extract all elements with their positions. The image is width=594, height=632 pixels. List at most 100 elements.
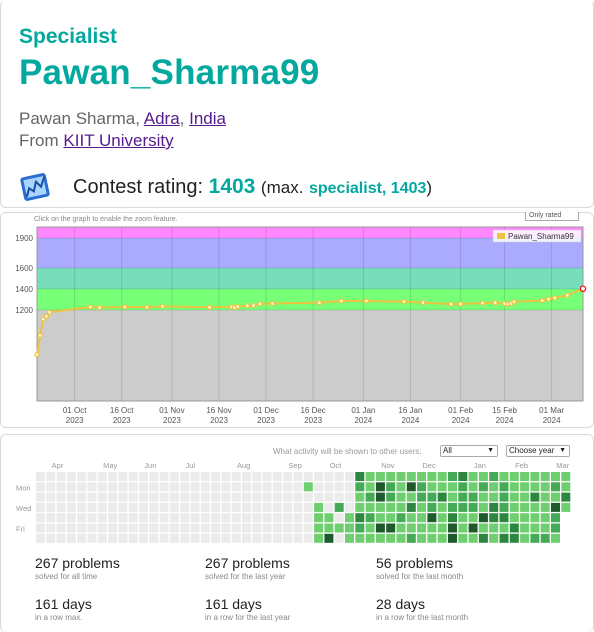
activity-day-cell — [46, 492, 56, 502]
activity-day-cell — [108, 472, 118, 481]
city-link[interactable]: Adra — [143, 109, 180, 128]
activity-day-cell — [448, 502, 457, 512]
max-prefix: (max. — [260, 178, 304, 197]
activity-day-cell — [345, 502, 354, 512]
legend-swatch — [497, 233, 505, 239]
activity-day-cell — [303, 533, 313, 543]
x-tick-label: 16 Dec — [300, 406, 325, 415]
activity-day-cell — [262, 492, 272, 502]
organization-link[interactable]: KIIT University — [63, 131, 174, 150]
activity-day-cell — [520, 502, 530, 512]
activity-day-cell — [437, 492, 447, 502]
activity-day-cell — [242, 523, 251, 533]
activity-day-cell — [283, 523, 293, 533]
max-suffix: ) — [426, 178, 433, 197]
activity-day-cell — [77, 472, 87, 481]
activity-day-cell — [561, 523, 571, 533]
activity-day-cell — [406, 472, 416, 481]
activity-day-cell — [77, 513, 87, 523]
stat-value: 161 days — [205, 596, 262, 612]
activity-day-cell — [242, 533, 251, 543]
activity-day-cell — [520, 492, 530, 502]
y-tick-label: 1600 — [15, 264, 33, 273]
activity-day-cell — [252, 533, 262, 543]
activity-day-cell — [108, 502, 118, 512]
activity-day-cell — [190, 502, 200, 512]
activity-day-cell — [406, 482, 416, 492]
activity-day-cell — [118, 492, 128, 502]
activity-day-cell — [334, 472, 344, 481]
activity-day-cell — [448, 472, 457, 481]
data-point — [34, 351, 40, 358]
data-point — [579, 285, 587, 292]
activity-card: What activity will be shown to other use… — [0, 434, 594, 632]
activity-day-cell — [139, 492, 148, 502]
stat-caption: solved for the last year — [205, 572, 286, 581]
x-tick-label: 16 Nov — [206, 406, 231, 415]
activity-day-cell — [169, 472, 179, 481]
month-label: Dec — [422, 461, 436, 470]
activity-day-cell — [97, 513, 107, 523]
activity-day-cell — [149, 492, 159, 502]
y-tick-label: 1900 — [15, 234, 33, 243]
y-tick-label: 1400 — [15, 285, 33, 294]
activity-day-cell — [97, 472, 107, 481]
activity-day-cell — [303, 482, 313, 492]
month-label: Mar — [556, 461, 569, 470]
activity-day-cell — [365, 472, 375, 481]
data-point — [257, 301, 263, 307]
activity-day-cell — [66, 502, 76, 512]
activity-day-cell — [324, 513, 334, 523]
data-point — [511, 299, 517, 305]
activity-day-cell — [221, 482, 231, 492]
rating-label: Contest rating: — [73, 176, 204, 198]
activity-day-cell — [159, 502, 169, 512]
activity-day-cell — [139, 513, 148, 523]
user-full-name: Pawan Sharma — [19, 109, 136, 128]
activity-day-cell — [97, 533, 107, 543]
activity-day-cell — [262, 533, 272, 543]
activity-day-cell — [180, 502, 190, 512]
activity-day-cell — [159, 533, 169, 543]
activity-day-cell — [231, 502, 241, 512]
activity-day-cell — [561, 482, 571, 492]
visibility-label: What activity will be shown to other use… — [273, 447, 422, 456]
activity-day-cell — [200, 513, 210, 523]
range-selector[interactable]: Only rated — [525, 212, 579, 221]
activity-day-cell — [478, 472, 488, 481]
data-point — [40, 316, 46, 322]
activity-day-cell — [293, 502, 303, 512]
activity-day-cell — [46, 523, 56, 533]
activity-day-cell — [437, 472, 447, 481]
country-link[interactable]: India — [189, 109, 226, 128]
activity-day-cell — [242, 513, 251, 523]
activity-day-cell — [97, 502, 107, 512]
activity-day-cell — [314, 472, 324, 481]
activity-day-cell — [540, 533, 550, 543]
activity-day-cell — [417, 513, 427, 523]
activity-day-cell — [499, 482, 509, 492]
activity-day-cell — [242, 472, 251, 481]
activity-day-cell — [190, 492, 200, 502]
activity-day-cell — [252, 482, 262, 492]
activity-day-cell — [77, 502, 87, 512]
user-handle[interactable]: Pawan_Sharma99 — [19, 53, 320, 92]
activity-day-cell — [396, 533, 406, 543]
activity-day-cell — [159, 492, 169, 502]
activity-day-cell — [169, 533, 179, 543]
activity-day-cell — [221, 513, 231, 523]
activity-day-cell — [396, 513, 406, 523]
activity-day-cell — [468, 523, 478, 533]
activity-day-cell — [272, 472, 282, 481]
x-tick-year: 2024 — [354, 416, 372, 425]
activity-day-cell — [437, 513, 447, 523]
activity-day-cell — [231, 492, 241, 502]
activity-day-cell — [108, 523, 118, 533]
year-select[interactable]: Choose year ▼ — [506, 445, 570, 457]
visibility-select[interactable]: All ▼ — [440, 445, 498, 457]
activity-day-cell — [221, 472, 231, 481]
activity-day-cell — [159, 472, 169, 481]
activity-day-cell — [499, 523, 509, 533]
activity-day-cell — [530, 513, 540, 523]
